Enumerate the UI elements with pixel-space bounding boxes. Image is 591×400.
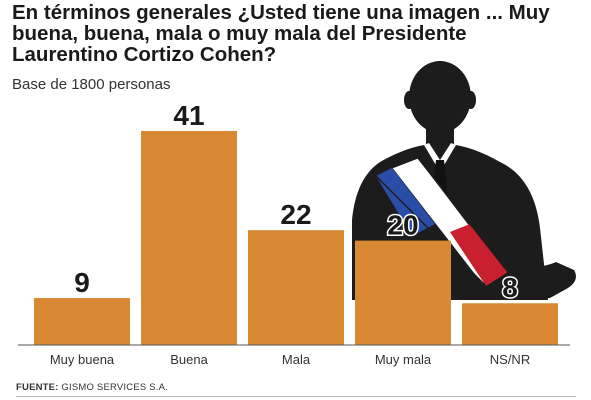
bar-value-label: 22 [280, 199, 311, 230]
source-text: GISMO SERVICES S.A. [61, 382, 168, 393]
bar [141, 131, 237, 345]
chart-subtitle: Base de 1800 personas [12, 76, 171, 93]
bar [462, 303, 558, 345]
bar-value-label: 9 [74, 267, 90, 298]
bar-value-label: 41 [173, 100, 204, 131]
bar-value-label: 8 [502, 272, 518, 303]
bar-chart: 9 41 22 20 8 Muy buena Buena Mala Muy mala NS/NR [18, 61, 576, 367]
bar-value-label: 20 [387, 210, 418, 241]
category-label: Muy buena [50, 352, 115, 367]
source-divider [16, 396, 576, 397]
bar [355, 240, 451, 345]
category-label: Buena [170, 352, 208, 367]
chart-title: En términos generales ¿Usted tiene una i… [12, 1, 550, 66]
category-label: NS/NR [490, 352, 530, 367]
bar [34, 298, 130, 345]
category-label: Mala [282, 352, 311, 367]
bar [248, 230, 344, 345]
source-note: FUENTE: GISMO SERVICES S.A. [16, 382, 168, 393]
source-label: FUENTE: [16, 382, 59, 393]
category-label: Muy mala [375, 352, 432, 367]
